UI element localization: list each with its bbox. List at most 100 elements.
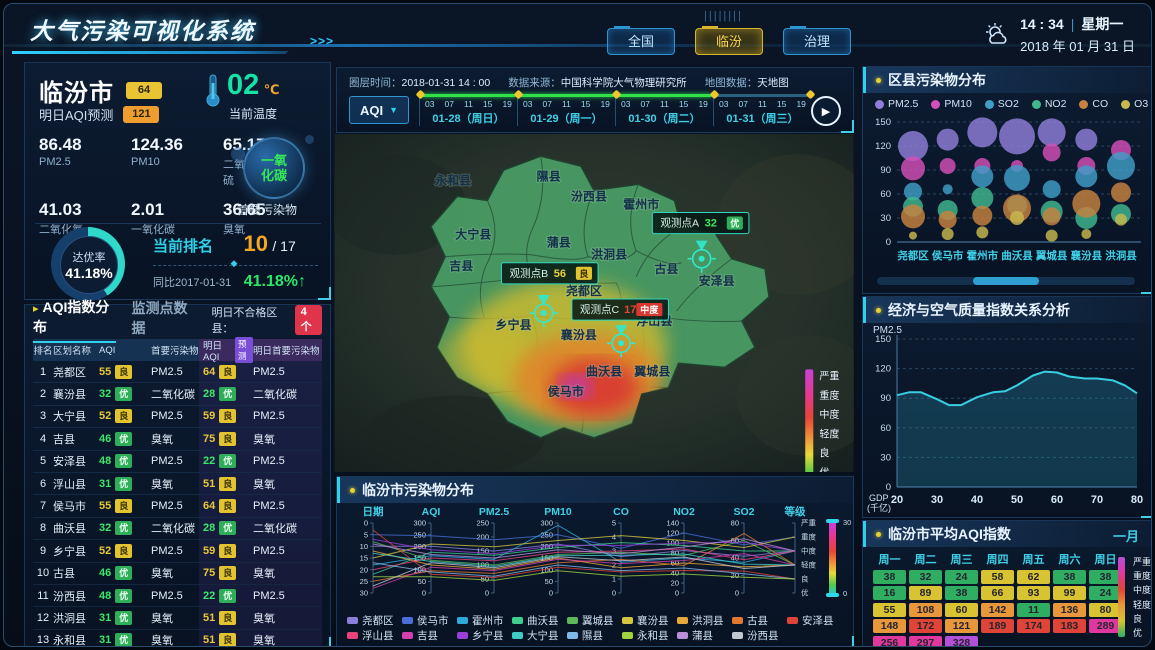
calendar-cell[interactable]: 89 bbox=[909, 586, 942, 600]
legend-曲沃县[interactable]: 曲沃县 bbox=[512, 613, 567, 628]
legend-侯马市[interactable]: 侯马市 bbox=[402, 613, 457, 628]
table-row-古县[interactable]: 10 古县 46 优臭氧 75 良臭氧 bbox=[33, 562, 322, 585]
calendar-cell[interactable]: 38 bbox=[945, 586, 978, 600]
calendar-cell[interactable]: 297 bbox=[909, 635, 942, 646]
calendar-cell[interactable]: 108 bbox=[909, 602, 942, 617]
bubble-PM10-翼城县[interactable] bbox=[1042, 143, 1061, 162]
calendar-cell[interactable]: 289 bbox=[1089, 619, 1122, 633]
calendar-cell[interactable]: 328 bbox=[945, 635, 978, 646]
bubble-CO-霍州市[interactable] bbox=[972, 205, 993, 226]
bubble-CO-侯马市[interactable] bbox=[938, 210, 957, 229]
bubble-PM2.5-翼城县[interactable] bbox=[1037, 118, 1066, 147]
timeline-day-2[interactable]: 03 07 11 15 19 01-29（周一） bbox=[513, 89, 615, 126]
bubble-O3-霍州市[interactable] bbox=[976, 226, 989, 239]
timeline-day-1[interactable]: 03 07 11 15 19 01-28（周日） bbox=[415, 89, 517, 126]
bubble-PM2.5-侯马市[interactable] bbox=[936, 128, 959, 151]
calendar-cell[interactable]: 16 bbox=[873, 586, 906, 600]
calendar-cell[interactable]: 93 bbox=[1017, 586, 1050, 600]
calendar-cell[interactable]: 32 bbox=[909, 569, 942, 584]
bubble-O3-尧都区[interactable] bbox=[909, 231, 917, 240]
calendar-cell[interactable]: 11 bbox=[1017, 602, 1050, 617]
bubble-CO-曲沃县[interactable] bbox=[1003, 194, 1031, 223]
legend-古县[interactable]: 古县 bbox=[732, 613, 787, 628]
calendar-cell[interactable]: 62 bbox=[1017, 569, 1050, 584]
calendar-cell[interactable]: 58 bbox=[981, 569, 1014, 584]
calendar-cell[interactable]: 60 bbox=[945, 602, 978, 617]
calendar-cell[interactable]: 80 bbox=[1089, 602, 1122, 617]
legend-汾西县[interactable]: 汾西县 bbox=[732, 628, 787, 643]
bubble-SO2-尧都区[interactable] bbox=[904, 182, 922, 201]
legend-襄汾县[interactable]: 襄汾县 bbox=[622, 613, 677, 628]
legend-安泽县[interactable]: 安泽县 bbox=[787, 613, 842, 628]
legend-大宁县[interactable]: 大宁县 bbox=[512, 628, 567, 643]
play-button[interactable]: ▶ bbox=[811, 96, 841, 126]
calendar-cell[interactable]: 38 bbox=[1053, 569, 1086, 584]
bubble-PM10-侯马市[interactable] bbox=[939, 158, 956, 174]
nav-button-临汾[interactable]: 临汾 bbox=[695, 26, 763, 55]
bubble-PM10-尧都区[interactable] bbox=[901, 156, 925, 181]
bubble-PM2.5-襄汾县[interactable] bbox=[1075, 128, 1098, 151]
calendar-cell[interactable]: 55 bbox=[873, 602, 906, 617]
legend-尧都区[interactable]: 尧都区 bbox=[347, 613, 402, 628]
bubble-NO2-霍州市[interactable] bbox=[971, 187, 994, 209]
tab-aqi-distribution[interactable]: AQI指数分布 bbox=[33, 297, 116, 343]
legend-乡宁县[interactable]: 乡宁县 bbox=[457, 628, 512, 643]
calendar-cell[interactable]: 24 bbox=[1089, 586, 1122, 600]
calendar-cell[interactable]: 66 bbox=[981, 586, 1014, 600]
calendar-cell[interactable]: 38 bbox=[873, 569, 906, 584]
bubble-SO2-曲沃县[interactable] bbox=[1004, 165, 1030, 191]
calendar-cell[interactable]: 38 bbox=[1089, 569, 1122, 584]
nav-button-全国[interactable]: 全国 bbox=[607, 26, 675, 55]
calendar-cell[interactable]: 183 bbox=[1053, 619, 1086, 633]
calendar-cell[interactable]: 174 bbox=[1017, 619, 1050, 633]
table-row-吉县[interactable]: 4 吉县 46 优臭氧 75 良臭氧 bbox=[33, 428, 322, 451]
bubble-O3-翼城县[interactable] bbox=[1045, 229, 1058, 242]
table-row-曲沃县[interactable]: 8 曲沃县 32 优二氧化碳 28 优二氧化碳 bbox=[33, 517, 322, 541]
table-row-浮山县[interactable]: 6 浮山县 31 优臭氧 51 良臭氧 bbox=[33, 472, 322, 496]
calendar-cell[interactable]: 142 bbox=[981, 602, 1014, 617]
pollution-map[interactable]: 永和县 隰县汾西县霍州市大宁县蒲县洪洞县古县安泽县吉县尧都区乡宁县襄汾县浮山县曲沃… bbox=[334, 134, 854, 472]
bubble-legend-NO2[interactable]: NO2 bbox=[1031, 98, 1066, 110]
legend-隰县[interactable]: 隰县 bbox=[567, 628, 622, 643]
bubble-CO-洪洞县[interactable] bbox=[1111, 182, 1131, 203]
nav-button-治理[interactable]: 治理 bbox=[783, 26, 851, 55]
bubble-PM2.5-曲沃县[interactable] bbox=[999, 118, 1035, 155]
bubble-legend-O3[interactable]: O3 bbox=[1121, 98, 1148, 110]
bubble-legend-PM10[interactable]: PM10 bbox=[931, 98, 972, 110]
month-selector[interactable]: 一月 bbox=[1112, 529, 1139, 544]
legend-霍州市[interactable]: 霍州市 bbox=[457, 613, 512, 628]
legend-永和县[interactable]: 永和县 bbox=[622, 628, 677, 643]
timeline-day-3[interactable]: 03 07 11 15 19 01-30（周二） bbox=[611, 89, 713, 126]
table-row-乡宁县[interactable]: 9 乡宁县 52 良 PM2.5 59 良 PM2.5 bbox=[33, 540, 322, 563]
table-row-大宁县[interactable]: 3 大宁县 52 良 PM2.5 59 良 PM2.5 bbox=[33, 405, 322, 429]
bubble-SO2-襄汾县[interactable] bbox=[1075, 165, 1098, 188]
legend-蒲县[interactable]: 蒲县 bbox=[677, 628, 732, 643]
bubble-SO2-翼城县[interactable] bbox=[1042, 180, 1061, 199]
calendar-cell[interactable]: 136 bbox=[1053, 602, 1086, 617]
bubble-SO2-霍州市[interactable] bbox=[971, 165, 994, 188]
table-row-襄汾县[interactable]: 2 襄汾县 32 优二氧化碳 28 优二氧化碳 bbox=[33, 383, 322, 406]
calendar-cell[interactable]: 256 bbox=[873, 635, 906, 646]
bubble-CO-尧都区[interactable] bbox=[901, 204, 925, 229]
table-row-永和县[interactable]: 13 永和县 31 优臭氧 51 良臭氧 bbox=[33, 629, 322, 646]
bubble-PM2.5-尧都区[interactable] bbox=[898, 131, 928, 161]
bubble-O3-曲沃县[interactable] bbox=[1010, 211, 1024, 225]
bubble-O3-侯马市[interactable] bbox=[941, 228, 954, 240]
table-row-洪洞县[interactable]: 12 洪洞县 31 优臭氧 51 良臭氧 bbox=[33, 607, 322, 630]
calendar-cell[interactable]: 172 bbox=[909, 619, 942, 633]
calendar-cell[interactable]: 24 bbox=[945, 569, 978, 584]
bubble-scrollbar-track[interactable] bbox=[877, 277, 1135, 285]
bubble-scrollbar-thumb[interactable] bbox=[973, 277, 1039, 285]
legend-吉县[interactable]: 吉县 bbox=[402, 628, 457, 643]
bubble-CO-襄汾县[interactable] bbox=[1072, 189, 1101, 218]
timeline-day-4[interactable]: 03 07 11 15 19 01-31（周三） bbox=[709, 89, 816, 126]
table-row-安泽县[interactable]: 5 安泽县 48 优 PM2.5 22 优 PM2.5 bbox=[33, 450, 322, 473]
legend-浮山县[interactable]: 浮山县 bbox=[347, 628, 402, 643]
metric-select[interactable]: AQI ▼ bbox=[349, 96, 409, 124]
legend-翼城县[interactable]: 翼城县 bbox=[567, 613, 622, 628]
legend-洪洞县[interactable]: 洪洞县 bbox=[677, 613, 732, 628]
bubble-legend-CO[interactable]: CO bbox=[1079, 98, 1108, 110]
bubble-SO2-洪洞县[interactable] bbox=[1107, 152, 1135, 180]
table-row-侯马市[interactable]: 7 侯马市 55 良 PM2.5 64 良 PM2.5 bbox=[33, 495, 322, 518]
